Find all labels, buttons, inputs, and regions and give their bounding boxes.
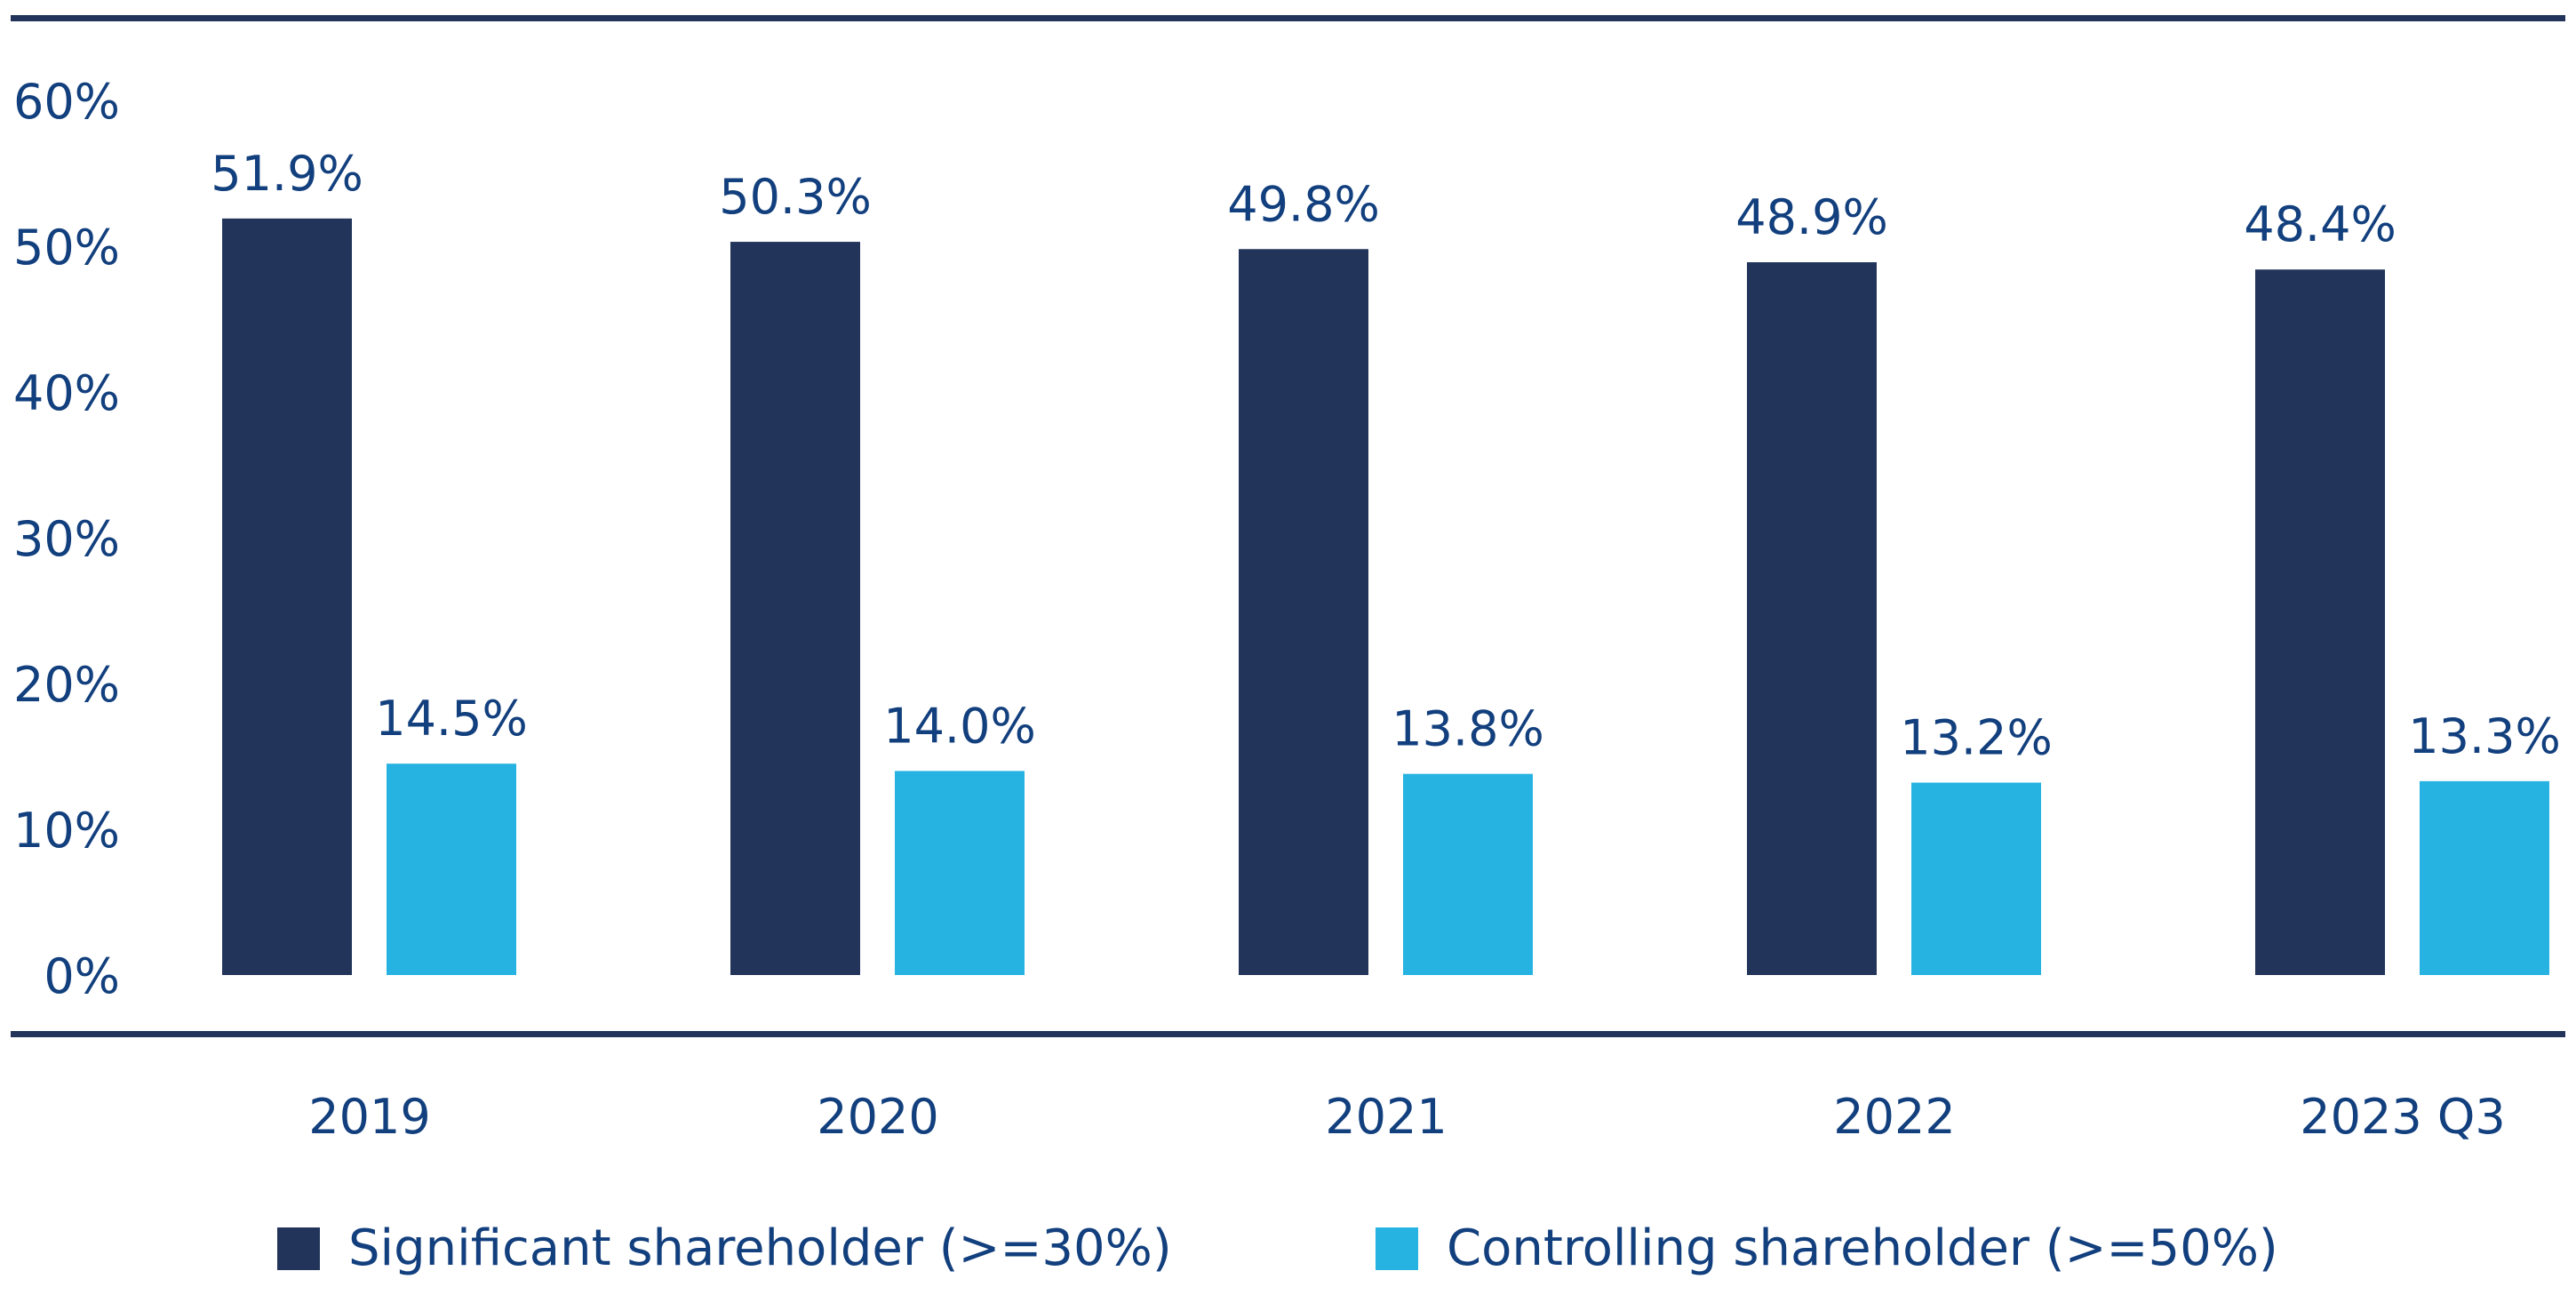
data-label: 49.8% <box>1227 176 1380 232</box>
x-tick-label: 2022 <box>1833 1089 1955 1145</box>
legend-label-controlling: Controlling shareholder (>=50%) <box>1447 1219 2278 1277</box>
data-label: 13.8% <box>1392 701 1544 757</box>
legend-item-significant: Significant shareholder (>=30%) <box>277 1219 1172 1277</box>
y-tick-label: 60% <box>13 74 120 130</box>
legend-swatch-significant <box>277 1227 320 1270</box>
bar <box>222 218 352 976</box>
legend-item-controlling: Controlling shareholder (>=50%) <box>1376 1219 2278 1277</box>
bar <box>2255 269 2385 975</box>
bar <box>387 763 516 975</box>
data-label: 13.2% <box>1900 710 2053 766</box>
x-tick-label: 2021 <box>1325 1089 1447 1145</box>
axis-rule <box>11 1031 2565 1037</box>
data-label: 13.3% <box>2408 708 2561 764</box>
bar <box>1239 249 1368 975</box>
bar <box>895 771 1025 975</box>
data-label: 14.5% <box>375 691 528 747</box>
data-label: 48.9% <box>1735 189 1888 245</box>
bar <box>1403 773 1533 975</box>
bar <box>1911 782 2041 975</box>
bar <box>730 242 860 976</box>
legend-swatch-controlling <box>1376 1227 1418 1270</box>
legend: Significant shareholder (>=30%) Controll… <box>0 1219 2576 1282</box>
data-label: 14.0% <box>883 698 1036 754</box>
legend-label-significant: Significant shareholder (>=30%) <box>348 1219 1172 1277</box>
x-tick-label: 2019 <box>308 1089 430 1145</box>
data-label: 51.9% <box>211 146 363 202</box>
x-tick-label: 2023 Q3 <box>2300 1089 2505 1145</box>
bar <box>2420 780 2549 975</box>
y-tick-label: 50% <box>13 220 120 276</box>
bar <box>1747 262 1877 975</box>
y-tick-label: 40% <box>13 365 120 421</box>
data-label: 48.4% <box>2244 196 2397 252</box>
data-label: 50.3% <box>719 169 872 225</box>
y-tick-label: 20% <box>13 657 120 713</box>
x-tick-label: 2020 <box>817 1089 938 1145</box>
top-rule <box>11 15 2565 21</box>
y-tick-label: 0% <box>44 948 120 1004</box>
y-tick-label: 30% <box>13 511 120 567</box>
y-tick-label: 10% <box>13 803 120 859</box>
